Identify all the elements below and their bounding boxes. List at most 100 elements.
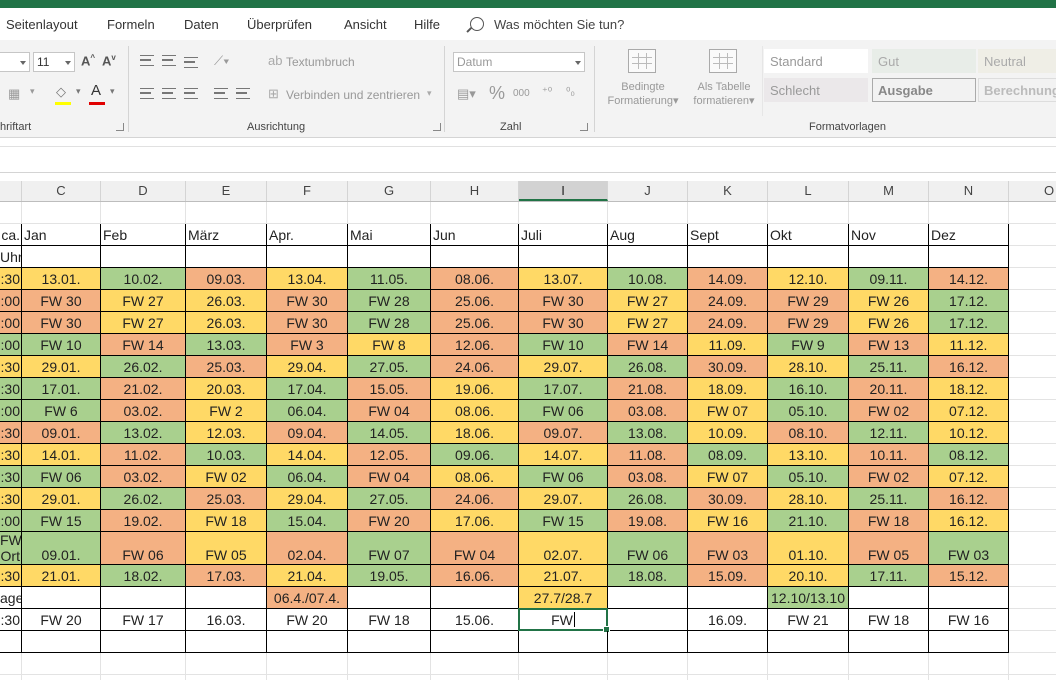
cell-e[interactable]: FW 05 [186,532,267,565]
cell-d[interactable] [101,202,186,224]
cell-b[interactable]: :30 [0,422,22,444]
empty-cell[interactable] [688,653,768,675]
tab-formeln[interactable]: Formeln [107,17,155,32]
cell-h[interactable]: 24.06. [431,488,519,510]
cell-d[interactable]: FW 14 [101,334,186,356]
chevron-down-icon[interactable]: ▾ [76,86,81,96]
cell-o[interactable] [1009,422,1056,444]
cell-n[interactable]: FW 03 [929,532,1009,565]
cell-m[interactable]: FW 13 [849,334,929,356]
cell-o[interactable] [1009,378,1056,400]
cell-k[interactable]: FW 07 [688,400,768,422]
cell-d[interactable]: 21.02. [101,378,186,400]
cell-h[interactable]: 08.06. [431,268,519,290]
conditional-formatting-button[interactable]: Bedingte Formatierung▾ [607,81,679,107]
cell-f[interactable]: 13.04. [267,268,348,290]
thousands-button[interactable]: 000 [513,88,530,99]
cell-o[interactable] [1009,466,1056,488]
cell-j[interactable]: 03.08. [608,400,688,422]
cell-b[interactable]: :00 [0,312,22,334]
cell-e[interactable]: 16.03. [186,609,267,631]
cell-j[interactable]: FW 27 [608,290,688,312]
cell-n[interactable] [929,631,1009,653]
cell-l[interactable]: 16.10. [768,378,849,400]
cell-m[interactable]: 25.11. [849,356,929,378]
borders-icon[interactable]: ▦ [8,86,21,101]
orientation-icon[interactable]: ⟋▾ [214,53,230,68]
cell-f[interactable]: 21.04. [267,565,348,587]
cell-k[interactable] [688,587,768,609]
cell-i[interactable]: FW 30 [519,290,608,312]
shrink-font-icon[interactable]: Av [102,53,116,69]
cell-e[interactable] [186,631,267,653]
cell-g[interactable]: 11.05. [348,268,431,290]
cell-f[interactable]: 09.04. [267,422,348,444]
cell-o[interactable] [1009,400,1056,422]
month-header-cell[interactable]: Jan [22,224,101,246]
cell-h[interactable]: 19.06. [431,378,519,400]
month-header-cell[interactable]: Okt [768,224,849,246]
cell-j[interactable]: FW 27 [608,312,688,334]
cell-f[interactable]: FW 30 [267,312,348,334]
cell-o[interactable] [1009,631,1056,653]
cell-i[interactable]: 29.07. [519,356,608,378]
empty-cell[interactable] [431,653,519,675]
style-berechnung[interactable]: Berechnung [978,78,1056,102]
cell-n[interactable]: 16.12. [929,356,1009,378]
cell-b[interactable] [0,631,22,653]
cell-e[interactable] [186,246,267,268]
cell-d[interactable]: 11.02. [101,444,186,466]
month-header-cell[interactable]: Apr. [267,224,348,246]
cell-c[interactable] [22,587,101,609]
cell-f[interactable]: 17.04. [267,378,348,400]
empty-cell[interactable] [519,675,608,680]
style-standard[interactable]: Standard [764,49,868,73]
cell-j[interactable]: 03.08. [608,466,688,488]
cell-b[interactable]: Uhr [0,246,22,268]
tab-daten[interactable]: Daten [184,17,219,32]
cell-n[interactable]: 16.12. [929,488,1009,510]
cell-f[interactable]: 06.4./07.4. [267,587,348,609]
cell-m[interactable]: FW 02 [849,400,929,422]
cell-d[interactable]: 03.02. [101,400,186,422]
chevron-down-icon[interactable]: ▾ [30,86,35,96]
cell-b[interactable]: :30 [0,565,22,587]
cell-m[interactable] [849,631,929,653]
cell-h[interactable]: FW 04 [431,532,519,565]
cell-j[interactable] [608,609,688,631]
cell-c[interactable] [22,246,101,268]
cell-o[interactable] [1009,510,1056,532]
cell-d[interactable]: FW 17 [101,609,186,631]
cell-d[interactable]: 10.02. [101,268,186,290]
cell-n[interactable]: 18.12. [929,378,1009,400]
cell-l[interactable]: 05.10. [768,400,849,422]
number-format-combo[interactable]: Datum [453,52,585,72]
cell-l[interactable]: FW 29 [768,312,849,334]
cell-c[interactable]: FW 10 [22,334,101,356]
cell-k[interactable]: 30.09. [688,488,768,510]
cell-m[interactable]: FW 26 [849,290,929,312]
align-right-icon[interactable] [184,88,198,99]
cell-j[interactable]: 10.08. [608,268,688,290]
cell-e[interactable]: FW 18 [186,510,267,532]
fill-color-icon[interactable]: ◇ [56,84,66,99]
cell-j[interactable]: 19.08. [608,510,688,532]
cell-b[interactable] [0,202,22,224]
cell-g[interactable]: 12.05. [348,444,431,466]
cell-f[interactable]: 02.04. [267,532,348,565]
percent-button[interactable]: % [489,83,506,103]
cell-l[interactable]: 21.10. [768,510,849,532]
cell-c[interactable]: 14.01. [22,444,101,466]
empty-cell[interactable] [267,675,348,680]
cell-o[interactable] [1009,565,1056,587]
cell-h[interactable] [431,246,519,268]
cell-c[interactable]: 13.01. [22,268,101,290]
cell-k[interactable]: 18.09. [688,378,768,400]
cell-b[interactable]: :00 [0,400,22,422]
cell-k[interactable]: 24.09. [688,290,768,312]
column-header-l[interactable]: L [768,181,849,201]
cell-i[interactable] [519,631,608,653]
cell-k[interactable]: 15.09. [688,565,768,587]
cell-e[interactable]: 20.03. [186,378,267,400]
cell-n[interactable]: FW 16 [929,609,1009,631]
